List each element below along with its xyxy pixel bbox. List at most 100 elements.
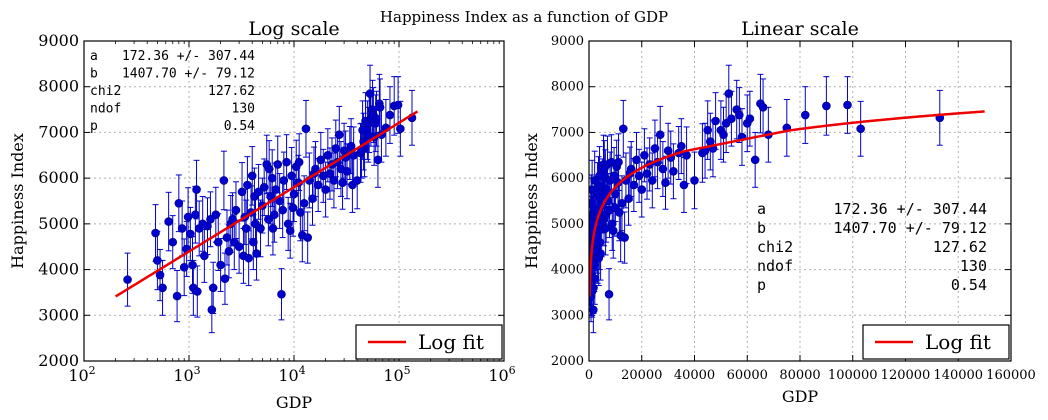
fit-param-name: a bbox=[90, 49, 98, 64]
point-marker bbox=[222, 233, 232, 242]
chart-panel-linear: 0 20000 40000 60000 80000 100000 120000 140000 1… bbox=[522, 18, 1036, 406]
point-marker bbox=[288, 203, 298, 213]
data-point bbox=[711, 92, 720, 150]
data-point bbox=[321, 161, 330, 218]
point-marker bbox=[200, 251, 209, 261]
point-marker bbox=[244, 253, 253, 263]
data-point bbox=[618, 99, 628, 158]
point-marker bbox=[595, 237, 605, 247]
data-point bbox=[706, 112, 715, 171]
x-tick-label: 106 bbox=[488, 364, 515, 385]
point-marker bbox=[677, 141, 686, 151]
y-tick-label: 4000 bbox=[551, 263, 584, 278]
point-marker bbox=[669, 166, 678, 176]
x-tick-label: 160000 bbox=[986, 368, 1036, 383]
point-marker bbox=[278, 205, 287, 215]
y-tick-label: 9000 bbox=[551, 34, 584, 49]
data-point bbox=[601, 201, 610, 256]
data-point bbox=[301, 99, 311, 158]
data-point bbox=[742, 94, 752, 153]
point-marker bbox=[192, 185, 201, 194]
point-marker bbox=[661, 178, 670, 188]
point-marker bbox=[231, 205, 241, 215]
fit-stats-box: a 172.36 +/- 307.44 b 1407.70 +/- 79.12 chi2… bbox=[757, 200, 987, 294]
point-marker bbox=[264, 164, 274, 174]
point-marker bbox=[711, 116, 720, 126]
data-point bbox=[677, 118, 686, 175]
data-point bbox=[346, 118, 356, 175]
point-marker bbox=[183, 212, 193, 222]
data-point bbox=[856, 100, 865, 157]
point-marker bbox=[385, 110, 395, 120]
data-point bbox=[220, 252, 230, 305]
data-point bbox=[168, 215, 178, 270]
x-tick-label: 102 bbox=[68, 364, 95, 385]
point-marker bbox=[599, 164, 609, 174]
point-marker bbox=[719, 130, 728, 140]
point-marker bbox=[296, 208, 305, 217]
fit-curve bbox=[114, 110, 419, 298]
point-marker bbox=[610, 203, 620, 213]
data-point bbox=[294, 133, 304, 191]
point-marker bbox=[294, 157, 304, 167]
panel-title: Log scale bbox=[248, 18, 339, 40]
data-point bbox=[303, 211, 312, 264]
x-tick-label: 105 bbox=[383, 364, 410, 385]
y-axis-label: Happiness Index bbox=[522, 133, 541, 269]
fit-param-name: b bbox=[757, 219, 766, 237]
point-marker bbox=[703, 125, 712, 135]
point-marker bbox=[637, 185, 647, 194]
point-marker bbox=[329, 176, 339, 185]
data-point bbox=[282, 134, 291, 191]
data-point bbox=[299, 175, 309, 232]
data-point bbox=[158, 259, 167, 316]
point-marker bbox=[301, 124, 311, 134]
point-marker bbox=[219, 176, 229, 185]
point-marker bbox=[251, 219, 260, 229]
data-point bbox=[200, 228, 209, 283]
point-marker bbox=[164, 217, 173, 226]
y-tick-label: 5000 bbox=[38, 214, 79, 233]
point-marker bbox=[323, 150, 333, 160]
point-marker bbox=[614, 157, 623, 167]
data-point bbox=[231, 181, 241, 239]
point-marker bbox=[158, 283, 167, 293]
y-tick-label: 3000 bbox=[551, 308, 584, 323]
point-marker bbox=[216, 260, 225, 270]
data-point bbox=[208, 261, 218, 314]
fit-param-value: 172.36 +/- 307.44 bbox=[833, 200, 987, 218]
data-point bbox=[724, 64, 734, 123]
y-tick-label: 2000 bbox=[551, 354, 584, 369]
data-point bbox=[224, 224, 234, 279]
data-point bbox=[285, 202, 295, 259]
point-marker bbox=[151, 228, 160, 238]
point-marker bbox=[334, 130, 344, 140]
data-point bbox=[349, 126, 358, 185]
data-point bbox=[750, 131, 760, 188]
data-point bbox=[758, 78, 768, 137]
data-point bbox=[193, 265, 202, 318]
data-point bbox=[192, 159, 201, 220]
point-marker bbox=[268, 224, 278, 233]
legend: Log fit bbox=[862, 324, 1010, 360]
data-point bbox=[800, 86, 810, 144]
data-point bbox=[614, 133, 623, 191]
point-marker bbox=[393, 100, 403, 110]
point-marker bbox=[655, 130, 665, 140]
data-point bbox=[700, 122, 710, 179]
data-point bbox=[663, 122, 673, 179]
point-marker bbox=[303, 233, 312, 242]
data-point bbox=[782, 99, 792, 157]
data-point bbox=[270, 186, 279, 243]
point-marker bbox=[618, 124, 628, 134]
point-marker bbox=[282, 157, 291, 167]
point-marker bbox=[155, 270, 165, 280]
point-marker bbox=[273, 160, 283, 169]
x-tick-label: 103 bbox=[173, 364, 200, 385]
x-tick-label: 60000 bbox=[727, 368, 768, 383]
y-tick-label: 7000 bbox=[38, 122, 79, 141]
point-marker bbox=[608, 226, 618, 236]
data-point bbox=[151, 204, 160, 262]
fit-param-name: p bbox=[757, 276, 766, 294]
